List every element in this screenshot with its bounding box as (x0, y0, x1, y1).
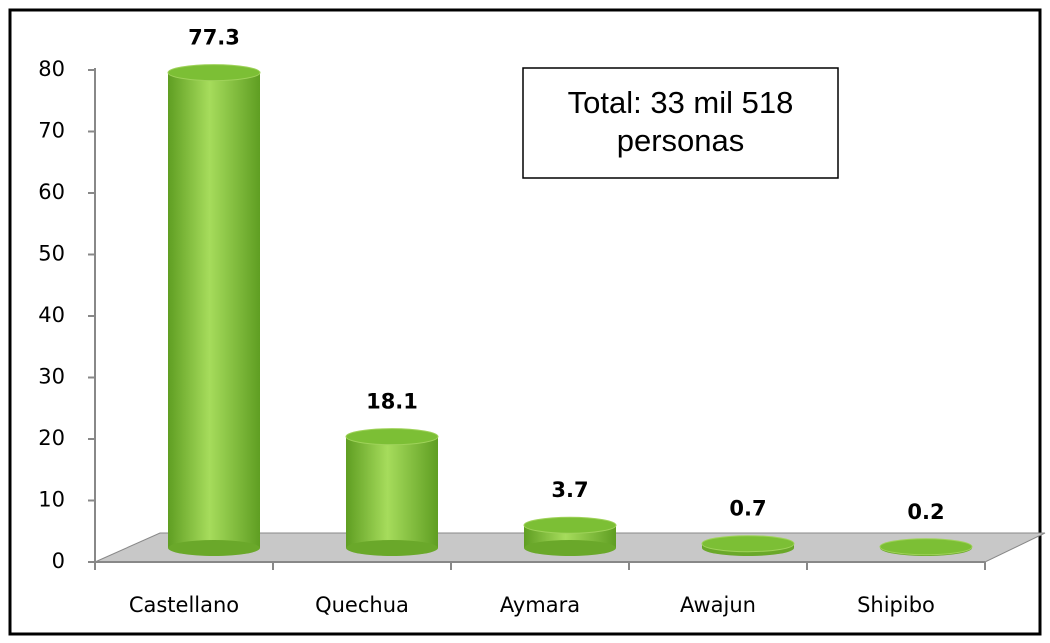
x-tick-label: Shipibo (857, 593, 935, 617)
annotation-wrap: Total: 33 mil 518 personas (567, 85, 794, 158)
x-tick-label: Awajun (680, 593, 756, 617)
y-tick-label: 20 (38, 426, 65, 450)
x-tick-label: Quechua (315, 593, 409, 617)
cylinder-bottom (168, 540, 260, 556)
y-tick-label: 40 (38, 303, 65, 327)
cylinder-top (345, 428, 439, 446)
annotation-box (522, 67, 839, 179)
cylinder-top (879, 538, 973, 556)
cylinder-body (168, 72, 260, 548)
data-label: 77.3 (188, 26, 240, 50)
cylinder-top (523, 516, 617, 534)
y-tick-label: 0 (52, 549, 65, 573)
y-tick-label: 10 (38, 488, 65, 512)
x-tick-label: Aymara (500, 593, 580, 617)
data-label: 3.7 (551, 478, 588, 502)
cylinder-top (167, 64, 261, 82)
y-tick-label: 60 (38, 180, 65, 204)
data-label: 18.1 (366, 390, 418, 414)
y-tick-label: 30 (38, 365, 65, 389)
data-label: 0.7 (729, 497, 766, 521)
data-label: 0.2 (907, 500, 944, 524)
y-tick-label: 70 (38, 119, 65, 143)
cylinder-bottom (524, 540, 616, 556)
cylinder-body (346, 436, 438, 548)
annotation: Total: 33 mil 518 personas (567, 85, 794, 158)
cylinder-bottom (346, 540, 438, 556)
x-tick-label: Castellano (129, 593, 239, 617)
cylinder-top (701, 535, 795, 553)
y-tick-label: 80 (38, 57, 65, 81)
y-tick-label: 50 (38, 242, 65, 266)
